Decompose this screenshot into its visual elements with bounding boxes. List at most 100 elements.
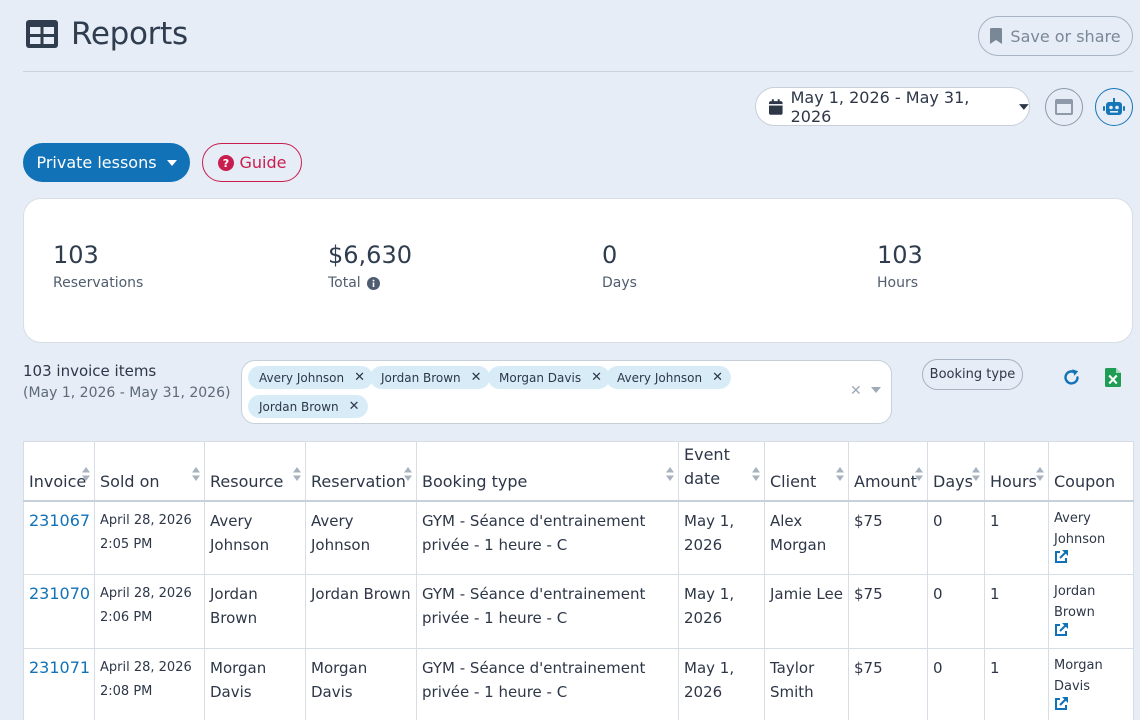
invoice-link[interactable]: 231067 [29, 510, 91, 530]
cell-resource: Jordan Brown [204, 574, 306, 649]
guide-button[interactable]: ? Guide [202, 143, 302, 182]
chevron-down-icon [166, 159, 177, 166]
remove-chip-icon[interactable]: ✕ [591, 370, 602, 385]
invoice-items-range: (May 1, 2026 - May 31, 2026) [23, 385, 231, 401]
column-header-sold-on[interactable]: Sold on [94, 441, 205, 502]
calendar-icon [769, 98, 783, 115]
sort-icon [666, 466, 674, 481]
remove-chip-icon[interactable]: ✕ [354, 370, 366, 385]
table-header-row: Invoice Sold on Resource Reservation Boo… [23, 441, 1134, 502]
coupon-label: Avery Johnson [1054, 510, 1106, 547]
filter-chip-label: Jordan Brown [259, 399, 339, 414]
cell-hours: 1 [984, 574, 1049, 649]
page-header: Reports Save or share [23, 0, 1133, 72]
cell-sold-on: April 28, 2026 2:05 PM [94, 500, 205, 575]
table-row: 231071 April 28, 2026 2:08 PM Morgan Dav… [23, 648, 1134, 720]
robot-icon [1103, 98, 1125, 115]
filter-chip-label: Avery Johnson [617, 370, 703, 385]
remove-chip-icon[interactable]: ✕ [348, 399, 360, 414]
external-link-icon[interactable] [1054, 697, 1068, 711]
sort-icon [972, 466, 980, 481]
date-range-picker[interactable]: May 1, 2026 - May 31, 2026 [755, 87, 1030, 126]
clear-filter-icon[interactable]: ✕ [850, 383, 862, 399]
cell-event-date: May 1, 2026 [678, 574, 765, 649]
cell-event-date: May 1, 2026 [678, 648, 765, 720]
invoice-link[interactable]: 231071 [29, 658, 91, 677]
filter-chip: Jordan Brown ✕ [370, 366, 490, 389]
column-header-reservation[interactable]: Reservation [305, 441, 417, 502]
svg-text:?: ? [222, 157, 228, 170]
cell-sold-on: April 28, 2026 2:06 PM [94, 574, 205, 649]
stat-value: $6,630 [328, 241, 412, 269]
sort-icon [82, 466, 90, 481]
column-header-days[interactable]: Days [927, 441, 985, 502]
cell-days: 0 [927, 574, 985, 649]
remove-chip-icon[interactable]: ✕ [470, 370, 482, 385]
cell-booking-type: GYM - Séance d'entrainement privée - 1 h… [416, 500, 679, 575]
title-group: Reports [26, 16, 188, 52]
external-link-icon[interactable] [1054, 623, 1068, 637]
table-row: 231070 April 28, 2026 2:06 PM Jordan Bro… [23, 574, 1134, 649]
column-header-hours[interactable]: Hours [984, 441, 1049, 502]
cell-days: 0 [927, 648, 985, 720]
sort-icon [836, 466, 844, 481]
stat-label: Days [602, 275, 637, 291]
column-header-invoice[interactable]: Invoice [23, 441, 95, 502]
stat-days: 0 Days [602, 241, 637, 291]
table-grid-icon [26, 20, 58, 48]
coupon-label: Morgan Davis [1054, 658, 1103, 694]
question-circle-icon: ? [217, 154, 234, 171]
info-icon[interactable] [366, 276, 380, 290]
excel-icon[interactable] [1105, 368, 1121, 387]
external-link-icon[interactable] [1054, 549, 1068, 564]
bookmark-icon [990, 28, 1003, 44]
cell-reservation: Avery Johnson [305, 500, 417, 575]
cell-amount: $75 [848, 574, 928, 649]
table-row: 231067 April 28, 2026 2:05 PM Avery John… [23, 500, 1134, 575]
column-header-amount[interactable]: Amount [848, 441, 928, 502]
column-header-resource[interactable]: Resource [204, 441, 306, 502]
refresh-icon[interactable] [1062, 368, 1081, 387]
cell-coupon: Morgan Davis [1048, 648, 1134, 720]
cell-days: 0 [927, 500, 985, 575]
resource-filter-select[interactable]: Avery Johnson ✕ Jordan Brown ✕ Morgan Da… [241, 360, 892, 424]
save-or-share-button[interactable]: Save or share [978, 16, 1133, 56]
booking-type-column-toggle[interactable]: Booking type [922, 359, 1023, 390]
filter-chip-label: Jordan Brown [381, 370, 461, 385]
cell-coupon: Jordan Brown [1048, 574, 1134, 649]
cell-hours: 1 [984, 500, 1049, 575]
stat-total: $6,630 Total [328, 241, 412, 291]
sort-icon [915, 466, 923, 481]
filter-chip: Jordan Brown ✕ [248, 395, 368, 418]
column-header-booking-type[interactable]: Booking type [416, 441, 679, 502]
stat-reservations: 103 Reservations [53, 241, 143, 291]
cell-sold-on: April 28, 2026 2:08 PM [94, 648, 205, 720]
stat-value: 103 [877, 241, 923, 269]
guide-label: Guide [239, 153, 287, 172]
sort-icon [752, 466, 760, 481]
column-header-coupon[interactable]: Coupon [1048, 441, 1134, 502]
remove-chip-icon[interactable]: ✕ [712, 370, 724, 385]
view-toggle-button[interactable] [1045, 88, 1083, 126]
cell-hours: 1 [984, 648, 1049, 720]
invoice-link[interactable]: 231070 [29, 584, 91, 603]
cell-reservation: Morgan Davis [305, 648, 417, 720]
column-header-client[interactable]: Client [764, 441, 849, 502]
save-or-share-label: Save or share [1010, 26, 1121, 46]
invoice-items-table: Invoice Sold on Resource Reservation Boo… [23, 441, 1134, 720]
report-type-label: Private lessons [36, 153, 157, 172]
stat-label: Reservations [53, 275, 144, 291]
cell-booking-type: GYM - Séance d'entrainement privée - 1 h… [416, 574, 679, 649]
filter-chip: Morgan Davis ✕ [488, 366, 610, 389]
assistant-button[interactable] [1095, 88, 1133, 126]
chevron-down-icon[interactable] [871, 387, 881, 393]
cell-resource: Morgan Davis [204, 648, 306, 720]
cell-event-date: May 1, 2026 [678, 500, 765, 575]
filter-chip-label: Morgan Davis [499, 370, 582, 385]
column-header-event-date[interactable]: Event date [678, 441, 765, 502]
invoice-items-count: 103 invoice items [23, 362, 157, 380]
cell-client: Jamie Lee [764, 574, 849, 649]
cell-reservation: Jordan Brown [305, 574, 417, 649]
cell-amount: $75 [848, 500, 928, 575]
report-type-dropdown[interactable]: Private lessons [23, 143, 190, 182]
